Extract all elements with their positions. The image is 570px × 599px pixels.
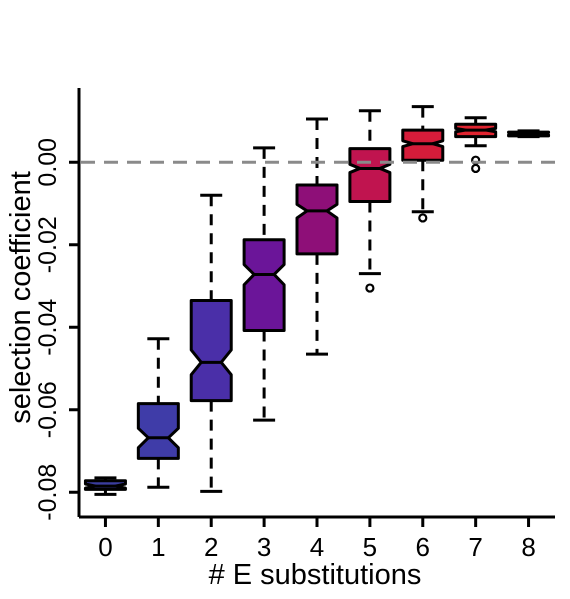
y-axis-ticks: -0.08 -0.06 -0.04 -0.02 0.00 <box>34 138 79 521</box>
box-category-1 <box>136 337 180 489</box>
box-category-8 <box>507 129 551 139</box>
x-tick-label: 6 <box>416 532 430 562</box>
x-tick-label: 7 <box>468 532 482 562</box>
outlier-point <box>418 213 428 223</box>
box-category-2 <box>189 193 233 493</box>
box-category-4 <box>295 117 339 356</box>
y-tick-label: -0.08 <box>34 464 62 521</box>
x-tick-label: 2 <box>204 532 218 562</box>
box-body <box>348 147 392 203</box>
box-category-3 <box>242 146 286 422</box>
x-tick-label: 1 <box>151 532 165 562</box>
box-category-0 <box>83 476 127 496</box>
box-body <box>189 298 233 403</box>
box-body <box>242 238 286 333</box>
box-category-5 <box>348 109 392 293</box>
box-body <box>295 183 339 256</box>
x-tick-label: 0 <box>98 532 112 562</box>
box-body <box>136 402 180 460</box>
x-tick-label: 5 <box>363 532 377 562</box>
box-category-7 <box>454 116 498 174</box>
y-tick-label: -0.02 <box>34 216 62 273</box>
outlier-point <box>471 163 481 174</box>
y-tick-label: 0.00 <box>34 138 62 187</box>
x-axis-label: # E substitutions <box>209 559 422 591</box>
x-axis-ticks: 0 1 2 3 4 5 6 7 8 <box>98 517 536 562</box>
x-tick-label: 4 <box>310 532 324 562</box>
y-tick-label: -0.04 <box>34 299 62 356</box>
box-category-6 <box>401 105 445 223</box>
y-tick-label: -0.06 <box>34 381 62 438</box>
y-axis-label: selection coefficient <box>5 171 37 424</box>
x-tick-label: 8 <box>521 532 535 562</box>
x-tick-label: 3 <box>257 532 271 562</box>
plot-area <box>81 105 555 496</box>
outlier-point <box>365 283 375 293</box>
